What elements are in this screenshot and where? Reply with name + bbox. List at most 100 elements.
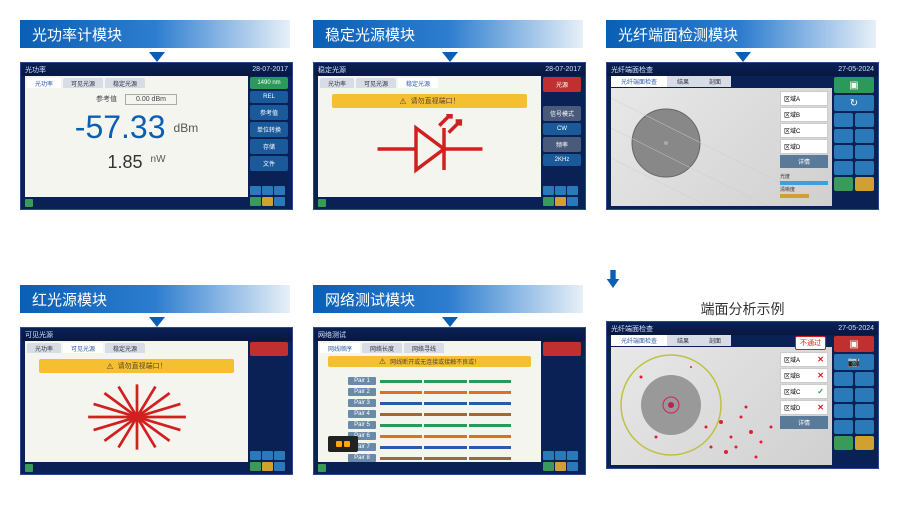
tool-icon[interactable] xyxy=(543,197,554,206)
tool-icon[interactable] xyxy=(834,372,853,386)
tool-icon[interactable] xyxy=(855,113,874,127)
side-btn[interactable]: 单位转换 xyxy=(250,122,288,137)
tool-icon[interactable] xyxy=(855,129,874,143)
tool-icon[interactable] xyxy=(834,388,853,402)
zone[interactable]: 区域D xyxy=(780,139,828,154)
tab[interactable]: 可见光源 xyxy=(63,78,103,88)
tool-icon[interactable] xyxy=(855,161,874,175)
zone[interactable]: 区域C xyxy=(780,123,828,138)
tab[interactable]: 光功率 xyxy=(27,343,61,353)
arrow-down-icon xyxy=(149,317,165,327)
tool-icon[interactable] xyxy=(274,451,285,460)
tab[interactable]: 结果 xyxy=(667,76,699,87)
zone[interactable]: 区域C✓ xyxy=(780,384,828,399)
tool-icon[interactable] xyxy=(262,197,273,206)
tool-icon[interactable] xyxy=(274,186,285,195)
side-btn[interactable]: 频率 xyxy=(543,137,581,152)
tool-icon[interactable] xyxy=(543,451,554,460)
tool-icon[interactable] xyxy=(262,186,273,195)
tool-icon[interactable] xyxy=(834,161,853,175)
pair-list: Pair 1Pair 2Pair 3Pair 4Pair 5Pair 6Pair… xyxy=(318,370,541,469)
tab[interactable]: 网络寻线 xyxy=(404,343,444,353)
ref-value: 0.00 dBm xyxy=(125,94,177,105)
side-btn[interactable] xyxy=(543,342,581,356)
tool-icon[interactable] xyxy=(834,404,853,418)
reading: -57.33dBm xyxy=(25,109,248,146)
tab[interactable]: 剖面 xyxy=(699,76,731,87)
zone[interactable]: 区域A✕ xyxy=(780,352,828,367)
side-btn[interactable]: REL xyxy=(250,91,288,103)
zone[interactable]: 区域B✕ xyxy=(780,368,828,383)
side-btn[interactable]: 光源 xyxy=(543,77,581,92)
tool-icon[interactable] xyxy=(567,197,578,206)
pair-label: Pair 3 xyxy=(348,399,376,407)
tab[interactable]: 稳定光源 xyxy=(105,343,145,353)
tool-icon[interactable] xyxy=(834,129,853,143)
side-btn[interactable]: 2KHz xyxy=(543,154,581,166)
tool-icon[interactable] xyxy=(834,145,853,159)
tool-icon[interactable] xyxy=(555,197,566,206)
device-icon xyxy=(328,436,358,452)
ref-row: 参考值 0.00 dBm xyxy=(70,94,204,105)
tool-icon[interactable] xyxy=(567,451,578,460)
tool-icon[interactable] xyxy=(855,372,874,386)
tab[interactable]: 网络长度 xyxy=(362,343,402,353)
pair-label: Pair 4 xyxy=(348,410,376,418)
capture-btn[interactable]: ▣ xyxy=(834,77,874,93)
tab[interactable]: 光功率 xyxy=(27,78,61,88)
side-btn[interactable]: 参考值 xyxy=(250,105,288,120)
pair-row: Pair 7 xyxy=(348,443,511,451)
tool-icon[interactable] xyxy=(274,197,285,206)
action-btn[interactable]: 📷 xyxy=(834,354,874,370)
side-btn[interactable]: 文件 xyxy=(250,156,288,171)
tab[interactable]: 结果 xyxy=(667,335,699,346)
tab[interactable]: 可见光源 xyxy=(356,78,396,88)
zone[interactable]: 区域A xyxy=(780,91,828,106)
tab[interactable]: 剖面 xyxy=(699,335,731,346)
tool-icon[interactable] xyxy=(262,451,273,460)
tool-icon[interactable] xyxy=(855,145,874,159)
tool-icon[interactable] xyxy=(834,113,853,127)
tool-icon[interactable] xyxy=(262,462,273,471)
big-arrow-down-icon xyxy=(606,270,620,288)
tool-icon[interactable] xyxy=(567,186,578,195)
zone[interactable]: 区域B xyxy=(780,107,828,122)
tool-icon[interactable] xyxy=(855,436,874,450)
tool-icon[interactable] xyxy=(274,462,285,471)
tool-icon[interactable] xyxy=(543,186,554,195)
tab[interactable]: 光纤端面检查 xyxy=(611,335,667,346)
detail-btn[interactable]: 详情 xyxy=(780,155,828,168)
capture-btn[interactable]: ▣ xyxy=(834,336,874,352)
tool-icon[interactable] xyxy=(855,404,874,418)
tool-icon[interactable] xyxy=(834,177,853,191)
tab[interactable]: 可见光源 xyxy=(63,343,103,353)
tool-icon[interactable] xyxy=(834,420,853,434)
tool-icon[interactable] xyxy=(543,462,554,471)
tool-icon[interactable] xyxy=(834,436,853,450)
tool-icon[interactable] xyxy=(250,462,261,471)
side-btn[interactable] xyxy=(250,342,288,356)
action-btn[interactable]: ↻ xyxy=(834,95,874,111)
side-btn[interactable]: 信号模式 xyxy=(543,106,581,121)
tab[interactable]: 光功率 xyxy=(320,78,354,88)
tab[interactable]: 光纤端面检查 xyxy=(611,76,667,87)
tool-icon[interactable] xyxy=(250,186,261,195)
tab[interactable]: 网线顺序 xyxy=(320,343,360,353)
tool-icon[interactable] xyxy=(555,462,566,471)
zone[interactable]: 区域D✕ xyxy=(780,400,828,415)
panel-light-source: 稳定光源模块 稳定光源 28-07-2017 光功率 可见光源 稳定光源 请勿直… xyxy=(313,20,586,210)
side-btn[interactable]: 1490 nm xyxy=(250,77,288,89)
tab[interactable]: 稳定光源 xyxy=(398,78,438,88)
tool-icon[interactable] xyxy=(855,420,874,434)
tool-icon[interactable] xyxy=(855,388,874,402)
tab[interactable]: 稳定光源 xyxy=(105,78,145,88)
tool-icon[interactable] xyxy=(567,462,578,471)
detail-btn[interactable]: 详情 xyxy=(780,416,828,429)
side-btn[interactable]: CW xyxy=(543,123,581,135)
tool-icon[interactable] xyxy=(555,451,566,460)
tool-icon[interactable] xyxy=(250,197,261,206)
tool-icon[interactable] xyxy=(250,451,261,460)
tool-icon[interactable] xyxy=(555,186,566,195)
tool-icon[interactable] xyxy=(855,177,874,191)
side-btn[interactable]: 存储 xyxy=(250,139,288,154)
